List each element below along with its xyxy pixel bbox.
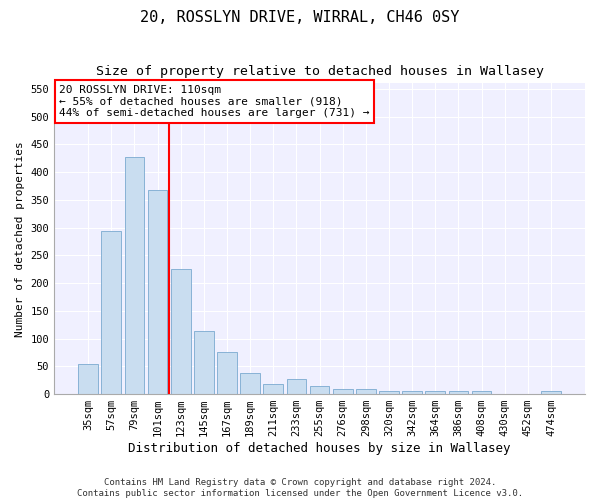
Bar xyxy=(263,384,283,394)
Bar xyxy=(403,392,422,394)
Y-axis label: Number of detached properties: Number of detached properties xyxy=(15,141,25,336)
Title: Size of property relative to detached houses in Wallasey: Size of property relative to detached ho… xyxy=(95,65,544,78)
Bar xyxy=(356,388,376,394)
Text: 20, ROSSLYN DRIVE, WIRRAL, CH46 0SY: 20, ROSSLYN DRIVE, WIRRAL, CH46 0SY xyxy=(140,10,460,25)
Bar xyxy=(333,388,353,394)
Bar xyxy=(101,232,121,394)
Bar xyxy=(287,378,306,394)
Bar xyxy=(194,332,214,394)
Bar xyxy=(379,392,399,394)
Text: Contains HM Land Registry data © Crown copyright and database right 2024.
Contai: Contains HM Land Registry data © Crown c… xyxy=(77,478,523,498)
Bar xyxy=(241,373,260,394)
Bar xyxy=(78,364,98,394)
Bar xyxy=(217,352,237,394)
Bar xyxy=(171,269,191,394)
X-axis label: Distribution of detached houses by size in Wallasey: Distribution of detached houses by size … xyxy=(128,442,511,455)
Bar xyxy=(148,190,167,394)
Bar xyxy=(310,386,329,394)
Bar xyxy=(125,156,144,394)
Bar xyxy=(472,391,491,394)
Bar xyxy=(541,392,561,394)
Text: 20 ROSSLYN DRIVE: 110sqm
← 55% of detached houses are smaller (918)
44% of semi-: 20 ROSSLYN DRIVE: 110sqm ← 55% of detach… xyxy=(59,85,370,118)
Bar xyxy=(425,392,445,394)
Bar xyxy=(449,392,468,394)
